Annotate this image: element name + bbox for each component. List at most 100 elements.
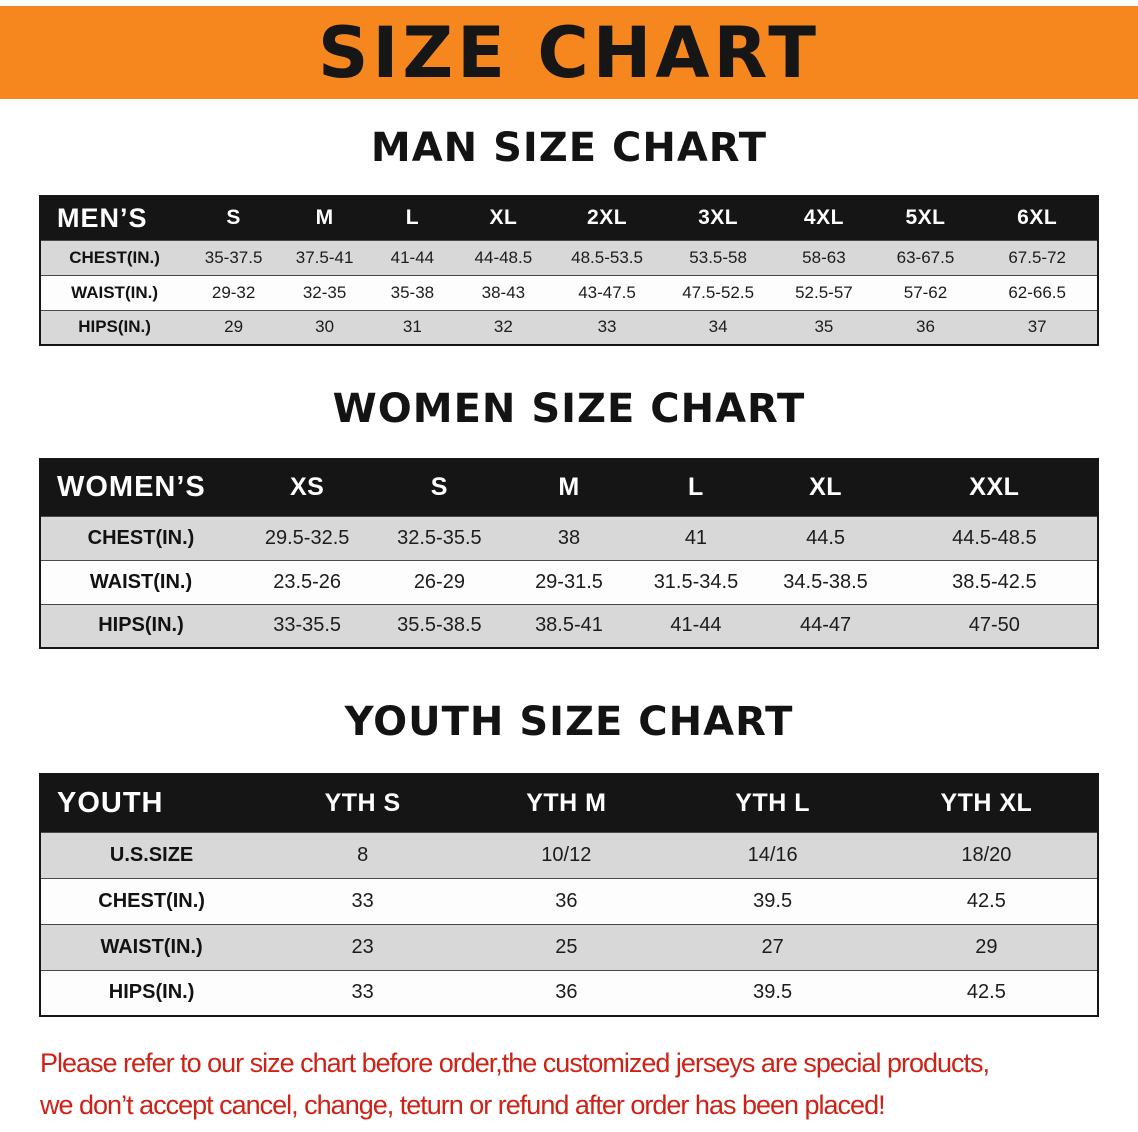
size-cell: 14/16 [747, 843, 798, 866]
column-header: S [188, 196, 280, 240]
column-header: XL [454, 196, 553, 240]
row-label: CHEST(IN.) [98, 889, 205, 912]
row-label: U.S.SIZE [109, 843, 194, 866]
row-label: WAIST(IN.) [71, 282, 158, 302]
size-cell: 30 [315, 317, 335, 337]
size-cell: 47.5-52.5 [682, 282, 755, 302]
table-row: U.S.SIZE 8 10/12 14/16 18/20 [40, 832, 1098, 878]
youth-size-table: YOUTH YTH S YTH M YTH L YTH XL U.S.SIZE … [39, 773, 1099, 1017]
size-cell: 33 [597, 317, 617, 337]
size-cell: 29 [224, 317, 244, 337]
size-cell: 29.5-32.5 [264, 526, 350, 549]
column-header: YTH L [669, 774, 876, 832]
size-cell: 31.5-34.5 [653, 570, 739, 593]
size-cell: 18/20 [961, 843, 1012, 866]
size-cell: 10/12 [541, 843, 592, 866]
table-row: CHEST(IN.) 35-37.5 37.5-41 41-44 44-48.5… [40, 240, 1098, 275]
column-header: M [505, 459, 633, 516]
column-header: XS [241, 459, 374, 516]
size-cell: 44-48.5 [474, 247, 533, 267]
youth-header-row: YOUTH YTH S YTH M YTH L YTH XL [40, 774, 1098, 832]
size-cell: 62-66.5 [1008, 282, 1066, 302]
size-cell: 44.5 [806, 526, 846, 549]
column-header: 4XL [774, 196, 874, 240]
size-cell: 48.5-53.5 [571, 247, 643, 267]
size-cell: 39.5 [753, 981, 793, 1004]
table-row: HIPS(IN.) 33 36 39.5 42.5 [40, 970, 1098, 1016]
size-cell: 27 [761, 935, 784, 958]
column-header: XL [759, 459, 892, 516]
column-header: 3XL [662, 196, 775, 240]
size-cell: 63-67.5 [896, 247, 955, 267]
table-row: WAIST(IN.) 29-32 32-35 35-38 38-43 43-47… [40, 275, 1098, 310]
row-label: WAIST(IN.) [89, 570, 193, 593]
size-cell: 38.5-42.5 [952, 570, 1037, 593]
size-cell: 29-32 [211, 282, 256, 302]
size-cell: 35-37.5 [204, 247, 263, 267]
size-cell: 29-31.5 [535, 570, 603, 593]
women-section-title: WOMEN SIZE CHART [332, 386, 806, 432]
size-cell: 36 [555, 981, 578, 1004]
size-cell: 8 [357, 843, 369, 866]
size-cell: 37 [1027, 317, 1047, 337]
page-title: SIZE CHART [317, 11, 821, 94]
size-cell: 33 [351, 981, 374, 1004]
size-cell: 23.5-26 [273, 570, 342, 593]
size-cell: 25 [555, 935, 578, 958]
women-size-table: WOMEN’S XS S M L XL XXL CHEST(IN.) 29.5-… [39, 458, 1099, 649]
size-cell: 42.5 [966, 981, 1006, 1004]
men-table-corner-label: MEN’S [40, 196, 189, 240]
column-header: YTH XL [875, 774, 1098, 832]
size-cell: 39.5 [753, 889, 793, 912]
size-cell: 38-43 [481, 282, 526, 302]
size-cell: 33-35.5 [273, 614, 342, 637]
size-cell: 35-38 [390, 282, 435, 302]
size-cell: 36 [555, 889, 578, 912]
size-cell: 47-50 [968, 614, 1020, 637]
size-cell: 29 [975, 935, 998, 958]
row-label: HIPS(IN.) [78, 317, 151, 337]
table-row: CHEST(IN.) 29.5-32.5 32.5-35.5 38 41 44.… [40, 516, 1098, 560]
table-row: WAIST(IN.) 23 25 27 29 [40, 924, 1098, 970]
row-label: HIPS(IN.) [108, 981, 195, 1004]
size-cell: 34 [708, 317, 728, 337]
men-section-title: MAN SIZE CHART [370, 125, 768, 171]
row-label: CHEST(IN.) [87, 526, 195, 549]
men-header-row: MEN’S S M L XL 2XL 3XL 4XL 5XL 6XL [40, 196, 1098, 240]
size-cell: 32.5-35.5 [397, 526, 482, 549]
size-cell: 41-44 [670, 614, 722, 637]
size-cell: 34.5-38.5 [783, 570, 868, 593]
size-cell: 42.5 [966, 889, 1006, 912]
size-cell: 38 [557, 526, 581, 549]
column-header: L [370, 196, 455, 240]
column-header: S [373, 459, 506, 516]
women-table-corner-label: WOMEN’S [40, 459, 242, 516]
size-cell: 41-44 [390, 247, 435, 267]
size-cell: 52.5-57 [795, 282, 853, 302]
column-header: YTH M [463, 774, 670, 832]
size-cell: 43-47.5 [578, 282, 636, 302]
size-cell: 37.5-41 [295, 247, 354, 267]
size-cell: 35.5-38.5 [397, 614, 482, 637]
size-cell: 67.5-72 [1008, 247, 1066, 267]
size-cell: 38.5-41 [535, 614, 603, 637]
column-header: L [632, 459, 760, 516]
size-cell: 32 [493, 317, 513, 337]
disclaimer-line-1: Please refer to our size chart before or… [40, 1048, 990, 1078]
column-header: 2XL [552, 196, 663, 240]
disclaimer-line-2: we don’t accept cancel, change, teturn o… [40, 1089, 886, 1120]
size-cell: 44-47 [799, 614, 852, 637]
column-header: 5XL [873, 196, 978, 240]
size-cell: 57-62 [903, 282, 948, 302]
size-cell: 23 [351, 935, 374, 958]
table-row: WAIST(IN.) 23.5-26 26-29 29-31.5 31.5-34… [40, 560, 1098, 604]
women-header-row: WOMEN’S XS S M L XL XXL [40, 459, 1098, 516]
men-size-table: MEN’S S M L XL 2XL 3XL 4XL 5XL 6XL CHEST… [39, 195, 1099, 346]
size-cell: 33 [351, 889, 374, 912]
banner: SIZE CHART [0, 6, 1138, 99]
size-cell: 58-63 [802, 247, 846, 267]
size-cell: 41 [684, 526, 708, 549]
size-cell: 32-35 [302, 282, 347, 302]
size-chart-page: SIZE CHART MAN SIZE CHART MEN’S S M L XL… [0, 6, 1138, 1127]
size-cell: 36 [916, 317, 935, 337]
